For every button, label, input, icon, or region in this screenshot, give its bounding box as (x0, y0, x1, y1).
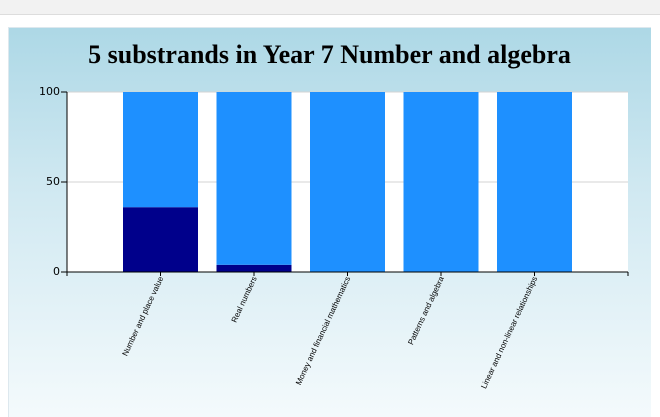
x-tick-label: Number and place value (121, 275, 166, 358)
y-tick-label: 50 (46, 175, 60, 188)
x-tick-label: Real numbers (230, 275, 259, 324)
y-ticks: 0 50 100 (39, 85, 67, 278)
bar-segment (123, 207, 198, 272)
bar-segment (216, 264, 292, 272)
y-tick-label: 0 (53, 265, 60, 278)
bar-segment (403, 92, 479, 272)
x-tick-labels: Number and place value Real numbers Money … (121, 272, 539, 390)
y-tick-label: 100 (39, 85, 60, 98)
bar-segment (310, 92, 385, 272)
bar-segment (123, 92, 198, 208)
top-strip (0, 0, 660, 15)
bar-segment (497, 92, 572, 272)
x-tick-label: Patterns and algebra (406, 275, 446, 347)
x-tick-label: Money and financial mathematics (294, 275, 352, 386)
chart-title: 5 substrands in Year 7 Number and algebr… (88, 40, 571, 69)
x-tick-label: Linear and non-linear relationships (479, 275, 539, 390)
bars (123, 92, 572, 272)
bar-segment (216, 92, 292, 265)
